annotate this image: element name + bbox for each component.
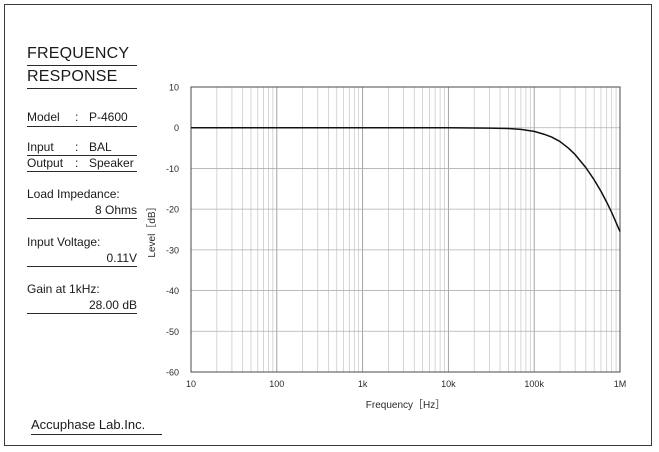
y-tick-label: -60 [166,368,179,378]
x-axis-label: Frequency［Hz］ [366,399,445,411]
y-axis-label: Level［dB］ [146,201,158,257]
y-tick-label: -40 [166,286,179,296]
x-tick-label: 10 [186,379,196,389]
y-tick-label: 0 [174,123,179,133]
y-tick-label: -20 [166,205,179,215]
plot-area-border [191,87,620,372]
y-tick-label: -50 [166,327,179,337]
x-tick-label: 100k [524,379,544,389]
y-tick-label: -30 [166,245,179,255]
y-tick-label: 10 [169,83,179,93]
x-tick-label: 100 [269,379,284,389]
response-curve [191,128,620,232]
x-tick-label: 10k [441,379,456,389]
x-tick-label: 1M [614,379,627,389]
x-tick-label: 1k [358,379,368,389]
y-tick-label: -10 [166,164,179,174]
